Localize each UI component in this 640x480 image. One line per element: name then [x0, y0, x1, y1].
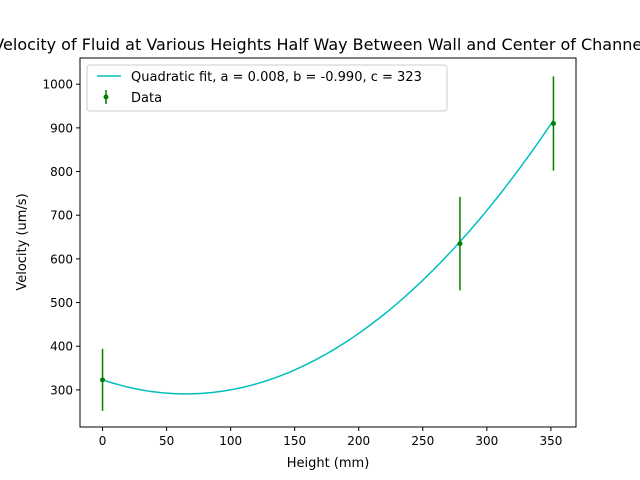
axes-frame	[79, 57, 577, 428]
y-tick-label: 500	[50, 296, 73, 310]
y-tick-label: 400	[50, 340, 73, 354]
data-point	[457, 241, 463, 247]
legend-fit-label: Quadratic fit, a = 0.008, b = -0.990, c …	[131, 70, 422, 85]
x-tick-label: 300	[475, 434, 498, 448]
y-tick-label: 300	[50, 383, 73, 397]
x-tick-label: 150	[283, 434, 306, 448]
plot-area	[79, 57, 577, 428]
y-tick-label: 700	[50, 209, 73, 223]
legend-data-label: Data	[131, 91, 162, 106]
legend: Quadratic fit, a = 0.008, b = -0.990, c …	[86, 64, 448, 112]
y-axis-ticks: 300 400 500 600 700 800 900 1000	[42, 78, 80, 397]
x-tick-label: 50	[159, 434, 174, 448]
y-tick-label: 600	[50, 252, 73, 266]
data-layer	[100, 76, 556, 411]
data-point	[550, 121, 556, 127]
y-tick-label: 800	[50, 165, 73, 179]
y-axis-label: Velocity (um/s)	[15, 193, 30, 290]
fit-curve	[102, 119, 555, 395]
chart-title: Velocity of Fluid at Various Heights Hal…	[0, 35, 640, 54]
legend-box	[86, 64, 448, 112]
y-tick-label: 900	[50, 121, 73, 135]
x-tick-label: 100	[219, 434, 242, 448]
x-tick-label: 250	[411, 434, 434, 448]
legend-data-marker	[103, 94, 109, 100]
fit-layer	[102, 119, 555, 395]
x-axis-ticks: 0 50 100 150 200 250 300 350	[99, 427, 562, 448]
data-point	[100, 377, 106, 383]
y-tick-label: 1000	[42, 78, 73, 92]
x-axis-label: Height (mm)	[287, 456, 370, 471]
x-tick-label: 350	[539, 434, 562, 448]
x-tick-label: 0	[99, 434, 107, 448]
x-tick-label: 200	[347, 434, 370, 448]
